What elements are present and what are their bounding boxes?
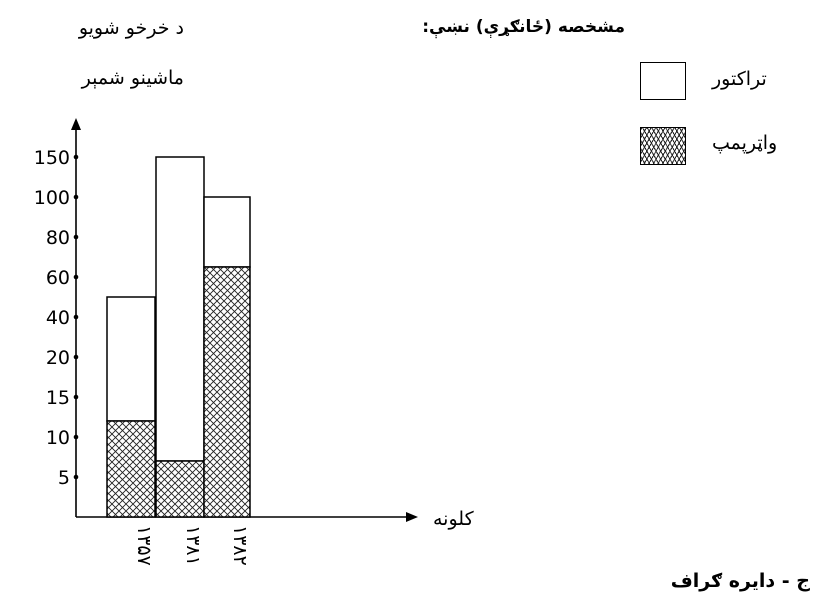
bars [106, 156, 251, 518]
y-tick-label: 5 [58, 467, 70, 489]
legend-title: مشخصه (ځانګړې) نښې: [422, 17, 625, 37]
legend-swatch-empty [640, 62, 686, 100]
y-tick-label: 150 [34, 147, 70, 169]
x-axis-label: کلونه [433, 508, 474, 530]
legend-label-waterpump: واټرپمپ [712, 132, 778, 154]
bar-segment-waterpump [155, 460, 205, 518]
y-axis-label-line-2: ماشينو شمېر [81, 67, 184, 89]
y-tick-mark [73, 234, 79, 240]
y-tick-label: 100 [34, 187, 70, 209]
bar-segment-waterpump [203, 266, 251, 518]
y-tick-label: 60 [46, 267, 70, 289]
bar-segment-tractor [106, 296, 156, 422]
x-tick-label: ۱۳۸۱ [182, 525, 204, 566]
y-tick-mark [73, 354, 79, 360]
x-tick-label: ۱۳۸۲ [229, 525, 251, 566]
y-tick-mark [73, 274, 79, 280]
legend-swatch-hatched [640, 127, 686, 165]
y-tick-label: 20 [46, 347, 70, 369]
y-tick-label: 80 [46, 227, 70, 249]
footer-heading: ج - دايره ګراف [670, 570, 810, 592]
y-tick-label: 40 [46, 307, 70, 329]
y-tick-mark [73, 394, 79, 400]
x-axis-arrow [406, 512, 418, 522]
x-tick-labels: ۱۳۵۷ ۱۳۸۱ ۱۳۸۲ [133, 525, 251, 566]
y-axis-arrow [71, 118, 81, 130]
bar-segment-tractor [203, 196, 251, 268]
x-tick-label: ۱۳۵۷ [133, 525, 155, 566]
y-tick-mark [73, 154, 79, 160]
bar-segment-waterpump [106, 420, 156, 518]
y-ticks: 5 10 15 20 40 60 80 100 150 [34, 147, 79, 489]
bar-segment-tractor [155, 156, 205, 462]
y-axis-label-line-1: د خرخو شويو [78, 17, 184, 39]
y-tick-mark [73, 194, 79, 200]
legend-label-tractor: تراکتور [712, 68, 767, 90]
y-tick-mark [73, 314, 79, 320]
y-tick-label: 10 [46, 427, 70, 449]
y-tick-label: 15 [46, 387, 70, 409]
y-tick-mark [73, 434, 79, 440]
y-tick-mark [73, 474, 79, 480]
